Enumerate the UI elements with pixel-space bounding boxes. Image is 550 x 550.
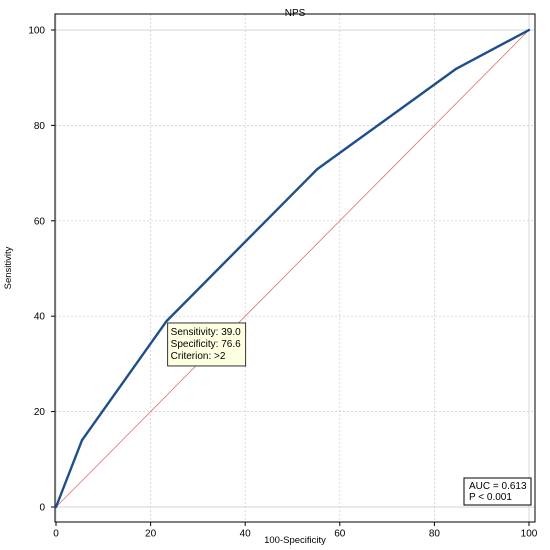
y-tick-label-3: 60 — [34, 216, 46, 227]
x-axis-ticks: 0 20 40 60 80 100 — [53, 522, 538, 539]
x-tick-label-4: 80 — [429, 528, 441, 539]
roc-point-5 — [527, 28, 531, 32]
x-tick-label-5: 100 — [521, 528, 538, 539]
y-tick-label-1: 20 — [34, 407, 46, 418]
roc-point-4 — [454, 67, 457, 71]
y-tick-label-4: 80 — [34, 121, 46, 132]
roc-point-3 — [315, 168, 319, 171]
roc-point-0 — [54, 505, 58, 509]
x-tick-label-0: 0 — [53, 528, 59, 539]
y-tick-label-2: 40 — [34, 312, 46, 323]
auc-summary-frame — [463, 477, 532, 506]
y-axis-ticks: 0 20 40 60 80 100 — [28, 26, 55, 514]
grid — [55, 14, 535, 522]
y-axis-label: Sensitivity — [3, 246, 14, 289]
roc-point-2 — [165, 319, 168, 323]
plot-frame — [54, 13, 536, 523]
criterion-tooltip-line-1: Specificity: 76.6 — [171, 339, 241, 350]
series-layer — [54, 28, 531, 509]
criterion-tooltip-line-2: Criterion: >2 — [171, 351, 226, 362]
roc-point-1 — [80, 439, 84, 442]
reference-diagonal-line — [55, 29, 530, 508]
x-tick-label-1: 20 — [145, 528, 157, 539]
y-tick-label-5: 100 — [28, 26, 45, 37]
x-tick-label-3: 60 — [334, 528, 346, 539]
criterion-tooltip-box — [167, 322, 247, 367]
auc-summary-line-1: P < 0.001 — [469, 492, 512, 503]
roc-curve-line — [54, 28, 530, 508]
auc-summary-line-0: AUC = 0.613 — [469, 481, 527, 492]
criterion-tooltip-line-0: Sensitivity: 39.0 — [171, 327, 241, 338]
x-axis-label: 100-Specificity — [264, 535, 326, 546]
y-tick-label-0: 0 — [39, 503, 45, 514]
x-tick-label-2: 40 — [240, 528, 252, 539]
